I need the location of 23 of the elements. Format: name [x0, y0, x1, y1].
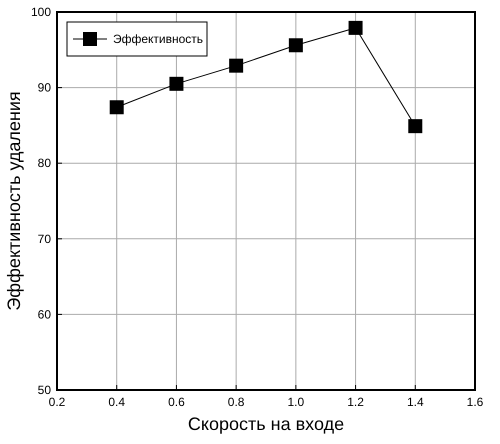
y-tick-label: 50 — [38, 383, 52, 397]
y-tick-label: 100 — [30, 5, 52, 19]
x-tick-label: 1.6 — [466, 395, 484, 409]
point — [169, 76, 184, 91]
x-tick-label: 0.6 — [168, 395, 186, 409]
point — [348, 20, 363, 35]
point — [110, 100, 124, 114]
x-tick-label: 0.4 — [108, 395, 126, 409]
y-axis-title: Эффективность удаления — [4, 91, 24, 311]
legend-label: Эффективность — [113, 32, 204, 46]
point — [408, 119, 422, 134]
x-axis-title: Скорость на входе — [188, 414, 344, 434]
x-tick-label: 1.4 — [406, 395, 424, 409]
x-tick-label: 1.0 — [288, 395, 305, 409]
x-tick-label: 0.8 — [228, 395, 245, 409]
point — [288, 38, 303, 52]
y-tick-label: 70 — [38, 232, 52, 246]
y-tick-label: 60 — [38, 307, 52, 322]
point — [229, 58, 244, 73]
y-tick-label: 90 — [38, 80, 52, 95]
x-tick-label: 0.2 — [48, 395, 66, 409]
x-tick-label: 1.2 — [347, 395, 364, 409]
y-tick-label: 80 — [38, 156, 52, 170]
